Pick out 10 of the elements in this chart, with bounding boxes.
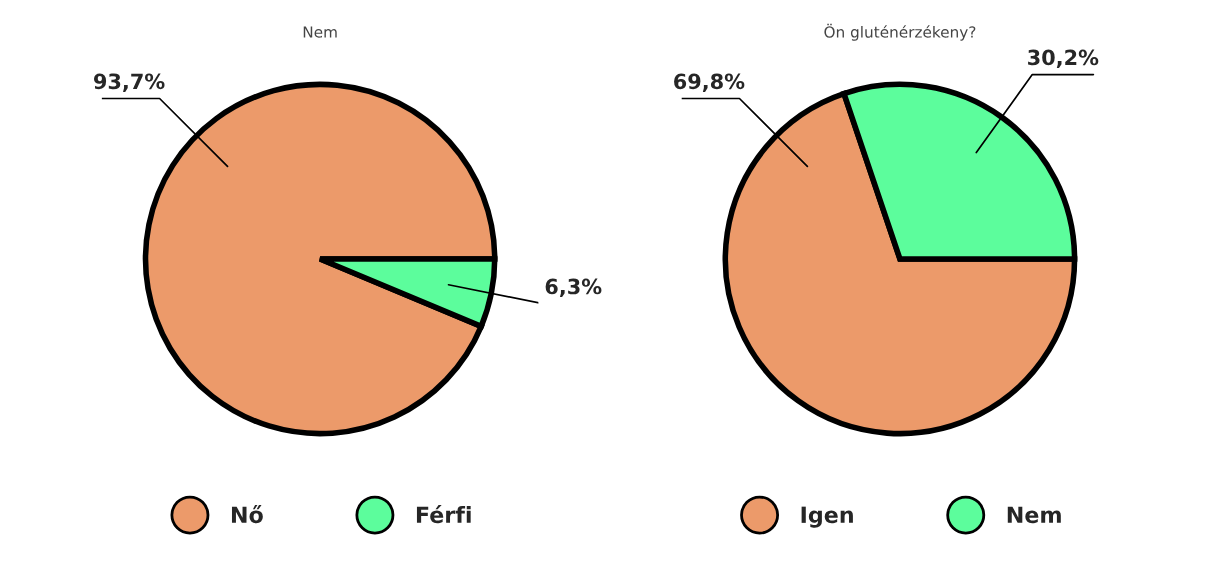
chart-title: Nem — [303, 26, 337, 38]
data-label: 69,8% — [674, 73, 745, 92]
data-label: 93,7% — [94, 73, 165, 92]
slice-label: Igen — [801, 506, 853, 528]
legend-label: Nem — [1007, 506, 1061, 524]
data-label: 30,2% — [1028, 49, 1099, 68]
legend-label: Nő — [231, 505, 263, 524]
legend-label: Férfi — [416, 505, 471, 524]
data-label: 6,3% — [545, 278, 602, 298]
chart-title: Ön gluténérzékeny? — [824, 23, 976, 41]
